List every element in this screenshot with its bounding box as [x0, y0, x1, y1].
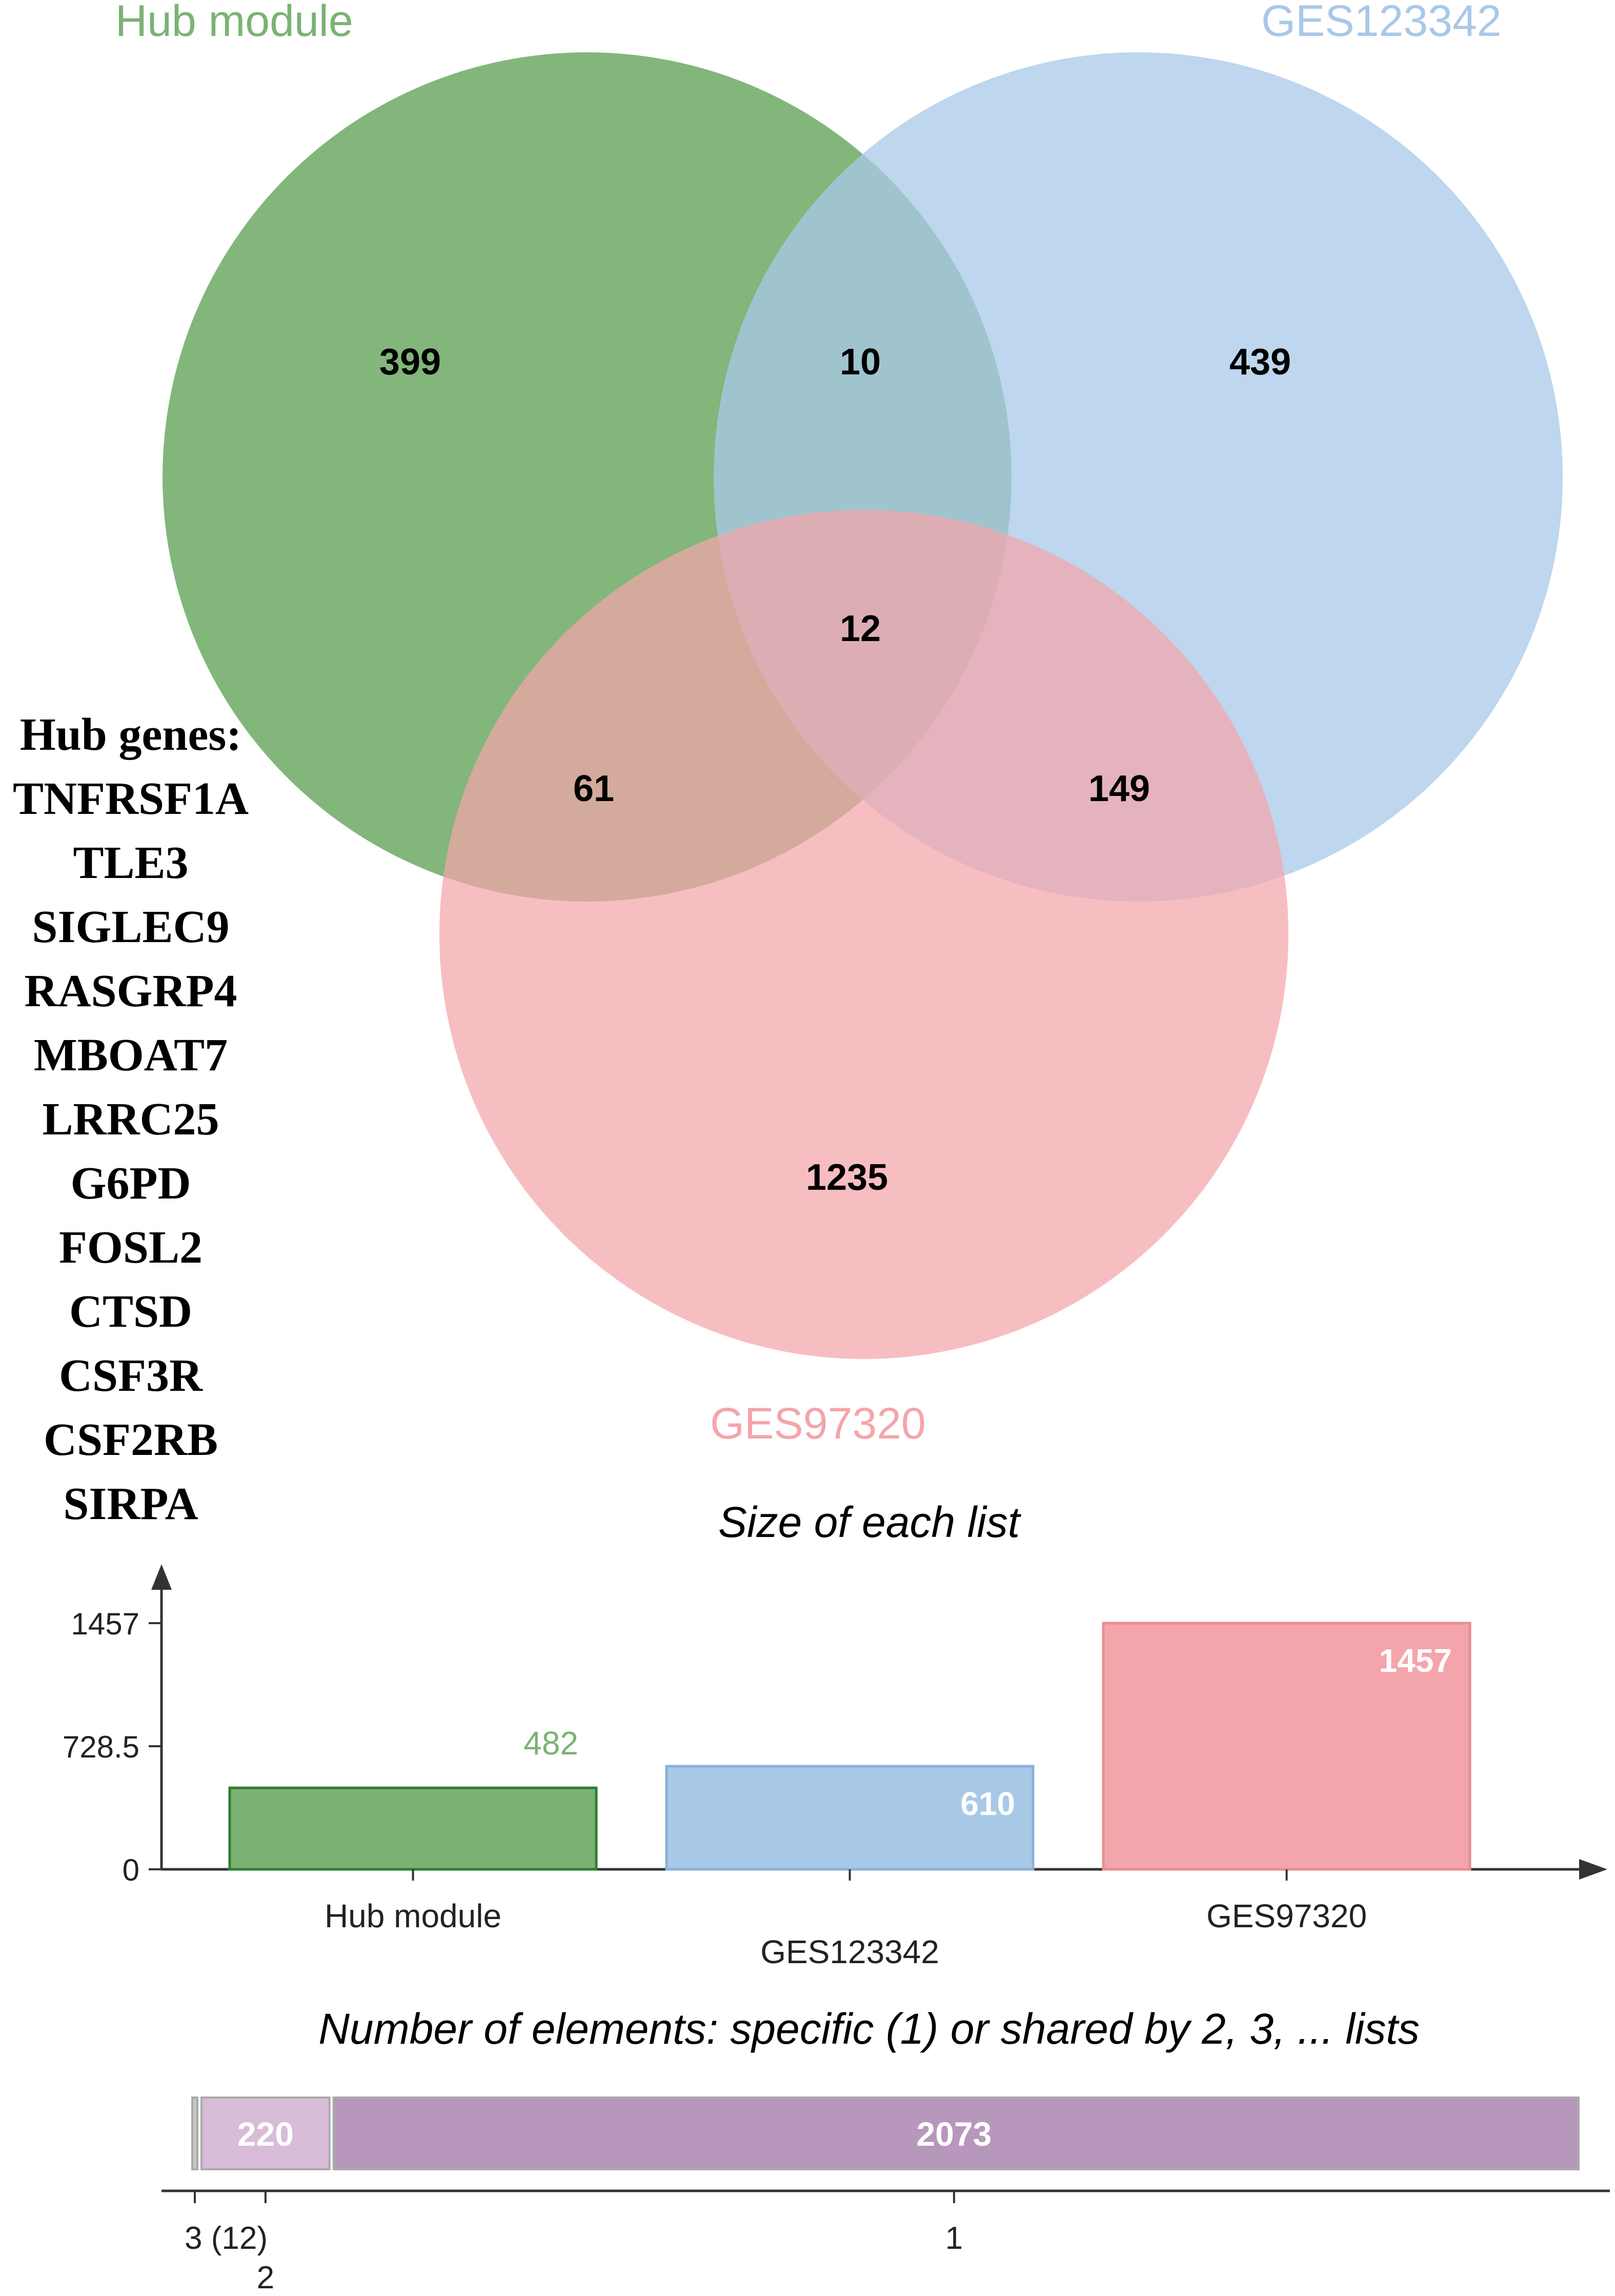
- hub-gene: SIRPA: [63, 1479, 198, 1529]
- set-label-ges123342: GES123342: [1261, 0, 1502, 46]
- size-chart-y-tick-label: 728.5: [63, 1730, 139, 1764]
- size-chart-category-label: GES123342: [760, 1933, 939, 1970]
- region-hub-ges97320: 61: [573, 768, 614, 809]
- region-hub-ges123342: 10: [840, 342, 881, 383]
- hub-gene: TNFRSF1A: [13, 773, 249, 824]
- set-label-hub-module: Hub module: [115, 0, 353, 46]
- shared-segment-value: 2073: [916, 2115, 992, 2153]
- shared-elements-chart: Number of elements: specific (1) or shar…: [162, 2005, 1610, 2295]
- set-label-ges97320: GES97320: [710, 1399, 926, 1448]
- hub-gene: G6PD: [71, 1158, 191, 1209]
- size-chart-y-arrow: [151, 1564, 172, 1590]
- hub-gene: MBOAT7: [34, 1030, 228, 1081]
- venn-circle-ges97320: [439, 510, 1288, 1359]
- hub-gene: TLE3: [73, 837, 188, 888]
- size-bar-2: [665, 1765, 1035, 1871]
- size-chart-y-tick-label: 0: [123, 1853, 139, 1887]
- shared-segment-value: 220: [237, 2115, 294, 2153]
- venn-region-counts: 399 10 439 12 61 149 1235: [379, 342, 1291, 1198]
- shared-segment-3: [332, 2097, 1580, 2170]
- hub-genes-title: Hub genes:: [20, 709, 242, 760]
- size-chart-category-label: GES97320: [1206, 1898, 1367, 1934]
- hub-gene: CTSD: [69, 1286, 192, 1337]
- size-bar-value-label: 482: [523, 1725, 578, 1762]
- size-chart-category-label: Hub module: [325, 1898, 501, 1934]
- size-bar-3: [1102, 1622, 1471, 1871]
- hub-gene: RASGRP4: [24, 966, 237, 1016]
- region-ges123342-ges97320: 149: [1088, 768, 1150, 809]
- size-chart-x-arrow: [1579, 1859, 1607, 1880]
- shared-chart-segments: 3 (12) 220 2 2073 1: [185, 2097, 1580, 2295]
- size-chart-y-tick-label: 1457: [71, 1607, 139, 1641]
- shared-segment-2: [200, 2097, 331, 2170]
- region-ges97320-only: 1235: [806, 1157, 888, 1198]
- hub-gene: FOSL2: [59, 1222, 203, 1273]
- region-hub-only: 399: [379, 342, 441, 383]
- size-bar-1: [228, 1786, 598, 1871]
- size-chart-bars: 482 Hub module 610 GES123342 1457 GES97320: [228, 1622, 1471, 1970]
- hub-gene: CSF3R: [59, 1350, 203, 1401]
- shared-chart-tick-label: 3 (12): [185, 2221, 268, 2256]
- shared-chart-tick-label: 2: [257, 2260, 274, 2295]
- size-chart-title: Size of each list: [718, 1498, 1022, 1546]
- size-chart-y-ticks: 0 728.5 1457: [63, 1607, 162, 1887]
- shared-chart-tick-label: 1: [945, 2221, 963, 2256]
- venn-diagram: [163, 52, 1563, 1359]
- shared-segment-1: [191, 2097, 198, 2170]
- hub-gene: LRRC25: [42, 1094, 219, 1145]
- hub-gene: CSF2RB: [44, 1414, 218, 1465]
- region-all-three: 12: [840, 608, 881, 649]
- hub-genes-list: Hub genes: TNFRSF1A TLE3 SIGLEC9 RASGRP4…: [13, 709, 249, 1529]
- region-ges123342-only: 439: [1229, 342, 1291, 383]
- size-bar-chart: Size of each list 0 728.5 1457 482 Hub modu…: [63, 1498, 1607, 1970]
- shared-chart-title: Number of elements: specific (1) or shar…: [318, 2005, 1420, 2053]
- hub-gene: SIGLEC9: [32, 902, 229, 952]
- size-bar-value-label: 1457: [1379, 1642, 1452, 1679]
- size-bar-value-label: 610: [960, 1785, 1015, 1822]
